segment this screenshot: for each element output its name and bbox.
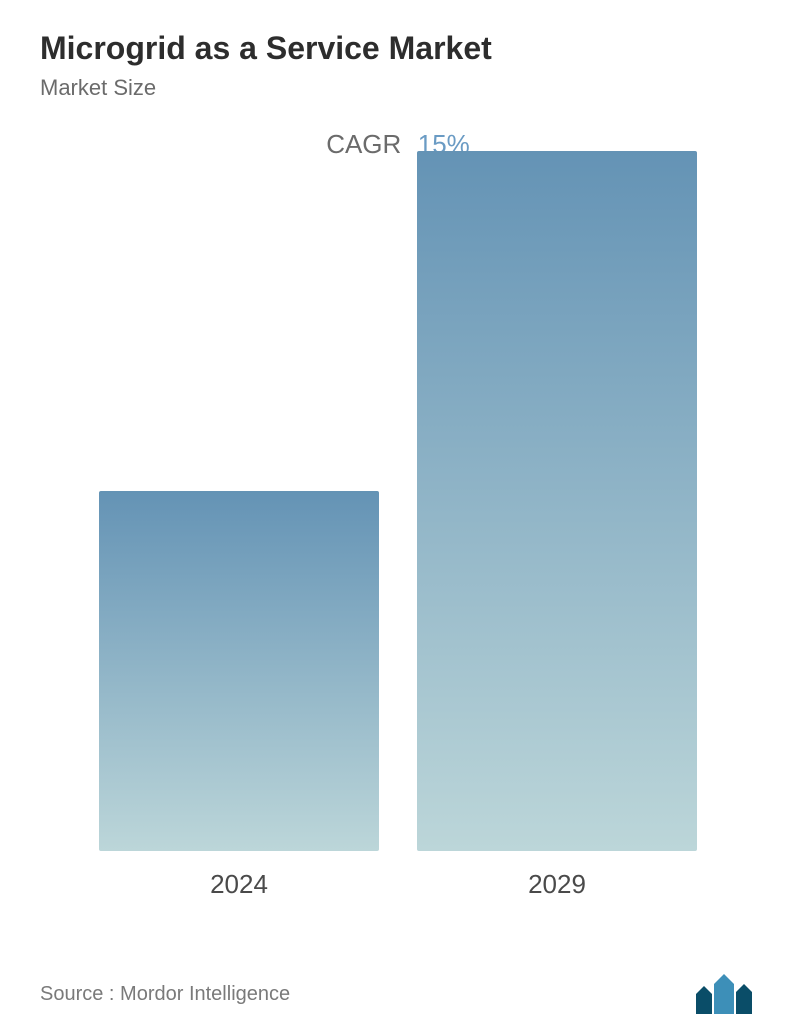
logo-icon bbox=[696, 974, 756, 1014]
chart-subtitle: Market Size bbox=[40, 75, 756, 101]
bar-group-1: 2029 bbox=[417, 151, 697, 900]
bar-group-0: 2024 bbox=[99, 491, 379, 900]
source-text: Source : Mordor Intelligence bbox=[40, 983, 290, 1006]
footer: Source : Mordor Intelligence bbox=[40, 974, 756, 1014]
bar-1 bbox=[417, 151, 697, 851]
bar-label-0: 2024 bbox=[210, 869, 268, 900]
bar-label-1: 2029 bbox=[528, 869, 586, 900]
chart-title: Microgrid as a Service Market bbox=[40, 30, 756, 67]
bar-0 bbox=[99, 491, 379, 851]
cagr-label: CAGR bbox=[326, 129, 401, 159]
chart-area: 2024 2029 bbox=[40, 180, 756, 900]
